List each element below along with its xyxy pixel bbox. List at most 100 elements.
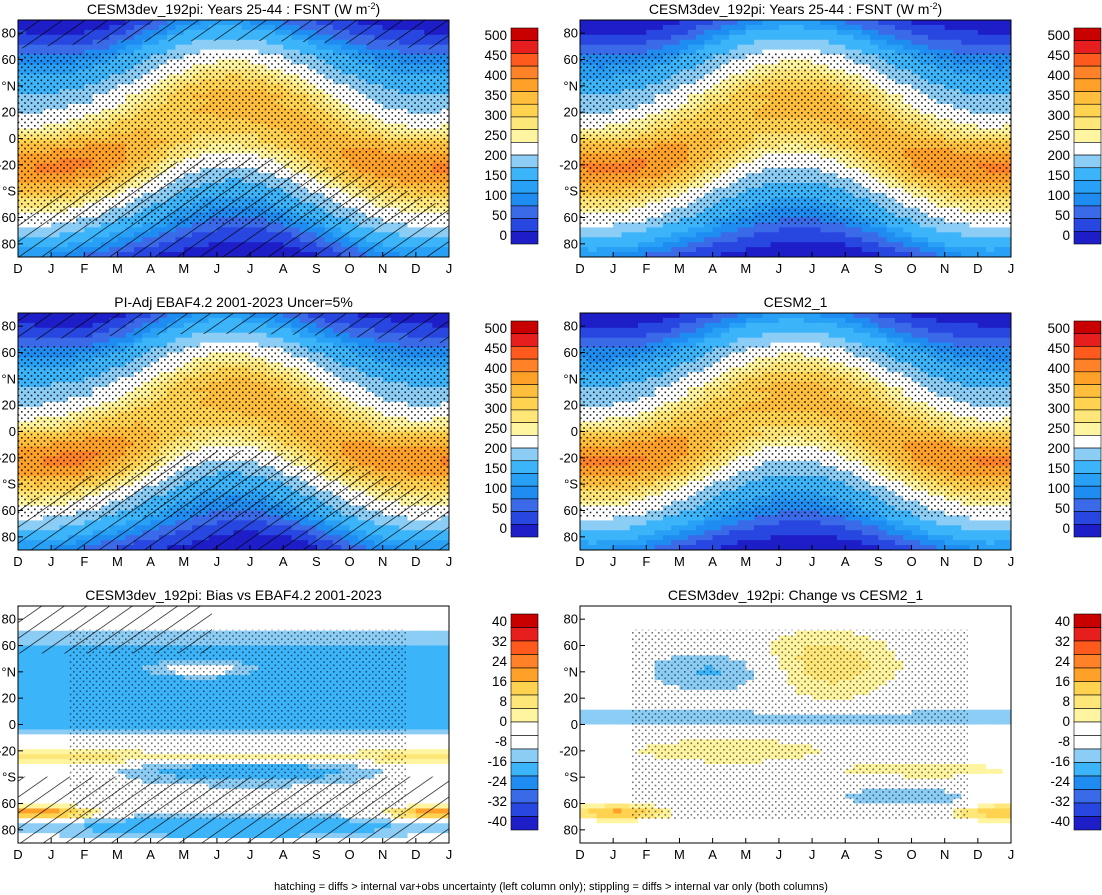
heatmap-cell [216,49,226,56]
heatmap-cell [936,252,946,257]
heatmap-cell [580,227,589,233]
heatmap-cell [836,222,846,228]
heatmap-cell [382,49,392,56]
heatmap-cell [936,34,946,41]
heatmap-cell [903,24,913,31]
heatmap-cell [729,44,739,51]
heatmap-cell [720,39,730,46]
heatmap-cell [952,252,962,257]
heatmap-cell [621,20,631,26]
x-tick-label: J [247,261,254,276]
heatmap-cell [654,222,664,228]
heatmap-cell [662,44,672,51]
heatmap-cell [762,39,772,46]
heatmap-cell [745,29,755,36]
heatmap-cell [646,252,656,257]
heatmap-cell [894,237,904,243]
colorbar-label: 50 [492,208,507,223]
heatmap-cell [687,247,697,253]
y-tick-label: 20 [2,105,16,120]
heatmap-cell [820,49,830,56]
heatmap-cell [778,24,788,31]
heatmap-cell [613,20,623,26]
colorbar-swatch [510,53,539,67]
heatmap-cell [944,49,954,56]
heatmap-cell [762,252,772,257]
heatmap-cell [696,34,705,41]
heatmap-cell [18,49,27,56]
heatmap-cell [671,29,681,36]
hatching [18,20,449,51]
heatmap-cell [629,29,639,36]
heatmap-cell [919,24,929,31]
heatmap-field [18,20,449,257]
heatmap-cell [944,247,954,253]
heatmap-cell [580,24,589,31]
heatmap-cell [604,29,614,36]
heatmap-cell [870,252,879,257]
heatmap-cell [580,34,589,41]
heatmap-cell [754,24,763,31]
heatmap-cell [250,44,259,51]
heatmap-cell [986,49,996,56]
heatmap-cell [903,49,913,56]
heatmap-cell [349,44,359,51]
heatmap-cell [969,222,979,228]
heatmap-cell [654,242,664,248]
colorbar-label: 150 [484,168,507,183]
heatmap-cell [596,39,606,46]
heatmap-cell [795,24,805,31]
heatmap-cell [803,39,813,46]
heatmap-cell [712,222,722,228]
heatmap-cell [977,24,987,31]
colorbar-swatch [510,91,539,105]
heatmap-cell [250,49,259,56]
heatmap-cell [109,49,119,56]
heatmap-cell [836,252,846,257]
heatmap-cell [787,49,797,56]
heatmap-cell [158,49,168,56]
heatmap-cell [994,20,1004,26]
heatmap-cell [654,49,664,56]
heatmap-cell [704,232,714,238]
heatmap-cell [704,29,714,36]
heatmap-cell [986,39,996,46]
heatmap-cell [580,252,589,257]
colorbar-swatch [510,192,539,207]
heatmap-cell [903,44,913,51]
heatmap-cell [687,237,697,243]
heatmap-cell [820,247,830,253]
heatmap-cell [613,39,623,46]
heatmap-cell [787,237,797,243]
heatmap-cell [878,49,888,56]
heatmap-cell [778,242,788,248]
heatmap-cell [580,44,589,51]
heatmap-cell [729,232,739,238]
heatmap-cell [737,29,747,36]
heatmap-cell [828,20,838,26]
heatmap-cell [928,247,938,253]
heatmap-cell [737,44,747,51]
heatmap-cell [803,49,813,56]
heatmap-cell [778,29,788,36]
heatmap-cell [671,237,681,243]
heatmap-cell [679,252,689,257]
heatmap-cell [886,237,896,243]
heatmap-cell [588,232,598,238]
heatmap-cell [696,20,705,26]
heatmap-cell [183,39,193,46]
heatmap-cell [803,252,813,257]
heatmap-cell [778,232,788,238]
heatmap-cell [266,44,276,51]
heatmap-cell [861,39,871,46]
heatmap-cell [919,29,929,36]
heatmap-cell [886,49,896,56]
heatmap-cell [687,49,697,56]
heatmap-cell [167,39,177,46]
heatmap-cell [853,39,863,46]
heatmap-cell [737,242,747,248]
heatmap-cell [696,247,705,253]
heatmap-cell [886,242,896,248]
x-tick-label: N [378,261,387,276]
heatmap-cell [812,237,821,243]
